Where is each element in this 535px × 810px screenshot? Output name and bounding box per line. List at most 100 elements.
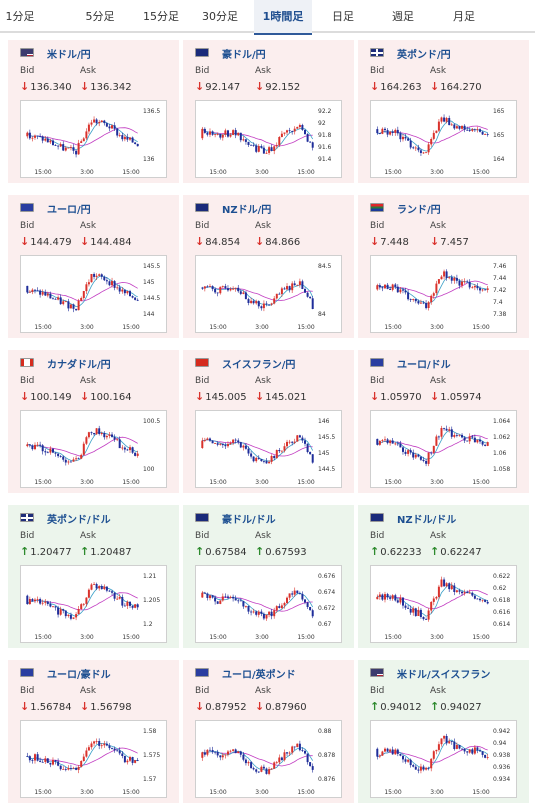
- candle-body: [62, 144, 65, 151]
- mini-chart[interactable]: 0.88 0.878 0.876 15:00 3:00 15:00: [195, 720, 342, 798]
- candle-body: [31, 599, 34, 602]
- candle-body: [275, 606, 278, 611]
- mini-chart[interactable]: 1.21 1.205 1.2 15:00 3:00 15:00: [20, 565, 167, 643]
- pair-name-link[interactable]: ユーロ/ドル: [397, 360, 451, 371]
- candle-body: [427, 767, 430, 769]
- pair-name-link[interactable]: カナダドル/円: [47, 360, 111, 371]
- ask-value: ↑0.67593: [255, 545, 307, 558]
- tab-5[interactable]: 日足: [332, 10, 354, 23]
- mini-chart[interactable]: 7.46 7.44 7.42 7.4 7.38 15:00 3:00 15:00: [370, 255, 517, 333]
- mini-chart[interactable]: 165 165 164 15:00 3:00 15:00: [370, 100, 517, 178]
- candle-body: [95, 119, 98, 124]
- currency-card[interactable]: NZドル/円 Bid Ask ↓84.854 ↓84.866 84.5 84 15:00 3:0…: [183, 195, 354, 338]
- currency-card[interactable]: スイスフラン/円 Bid Ask ↓145.005 ↓145.021 146 145.5 14…: [183, 350, 354, 493]
- pair-name-link[interactable]: NZドル/円: [222, 205, 272, 216]
- tab-1[interactable]: 5分足: [85, 10, 115, 23]
- mini-chart[interactable]: 1.58 1.575 1.57 15:00 3:00 15:00: [20, 720, 167, 798]
- pair-name-link[interactable]: ユーロ/円: [47, 205, 91, 216]
- candle-body: [484, 599, 487, 602]
- candle-body: [211, 131, 214, 135]
- candle-body: [69, 768, 72, 769]
- candle-body: [105, 586, 108, 591]
- candle-body: [437, 744, 440, 750]
- y-tick-label: 7.42: [493, 287, 507, 294]
- bid-label: Bid: [370, 221, 385, 231]
- arrow-down-icon: ↓: [80, 700, 90, 713]
- x-tick-label: 15:00: [34, 789, 51, 796]
- candlestick-chart: 1.58 1.575 1.57 15:00 3:00 15:00: [26, 728, 160, 796]
- candle-body: [77, 609, 80, 615]
- candle-body: [427, 610, 430, 620]
- currency-card[interactable]: 米ドル/スイスフラン Bid Ask ↑0.94012 ↑0.94027 0.942 0.9…: [358, 660, 529, 803]
- mini-chart[interactable]: 0.942 0.94 0.938 0.936 0.934 15:00 3:00 15:00: [370, 720, 517, 798]
- candle-body: [136, 604, 139, 608]
- candle-body: [121, 289, 124, 292]
- candle-body: [211, 440, 214, 444]
- candle-body: [409, 140, 412, 148]
- currency-card[interactable]: 英ポンド/円 Bid Ask ↓164.263 ↓164.270 165 165 164 15:…: [358, 40, 529, 183]
- mini-chart[interactable]: 136.5 136 15:00 3:00 15:00: [20, 100, 167, 178]
- pair-name-link[interactable]: ランド/円: [397, 205, 441, 216]
- candle-body: [471, 749, 474, 754]
- candle-body: [301, 437, 304, 441]
- x-tick-label: 15:00: [122, 789, 139, 796]
- mini-chart[interactable]: 145.5 145 144.5 144 15:00 3:00 15:00: [20, 255, 167, 333]
- pair-name-link[interactable]: 豪ドル/円: [222, 50, 266, 61]
- candle-body: [283, 288, 286, 290]
- y-tick-label: 1.21: [143, 573, 157, 580]
- currency-card[interactable]: ユーロ/豪ドル Bid Ask ↓1.56784 ↓1.56798 1.58 1.575 1.…: [8, 660, 179, 803]
- candle-body: [445, 271, 448, 278]
- currency-card[interactable]: 豪ドル/円 Bid Ask ↓92.147 ↓92.152 92.2 92 91.8 91.6 9…: [183, 40, 354, 183]
- eu-flag-icon: [195, 668, 209, 677]
- tab-6[interactable]: 週足: [392, 10, 414, 23]
- tab-3[interactable]: 30分足: [202, 10, 238, 23]
- candle-body: [87, 282, 90, 285]
- tab-2[interactable]: 15分足: [143, 10, 179, 23]
- pair-name-link[interactable]: ユーロ/英ポンド: [222, 670, 296, 681]
- currency-card[interactable]: ユーロ/英ポンド Bid Ask ↓0.87952 ↓0.87960 0.88 0.878 0…: [183, 660, 354, 803]
- currency-card[interactable]: 米ドル/円 Bid Ask ↓136.340 ↓136.342 136.5 136 15:00…: [8, 40, 179, 183]
- tab-0[interactable]: 1分足: [5, 10, 35, 23]
- candle-body: [468, 130, 471, 131]
- candle-body: [463, 749, 466, 752]
- candle-body: [129, 291, 131, 297]
- mini-chart[interactable]: 0.676 0.674 0.672 0.67 15:00 3:00 15:00: [195, 565, 342, 643]
- currency-card[interactable]: 英ポンド/ドル Bid Ask ↑1.20477 ↑1.20487 1.21 1.205 1.…: [8, 505, 179, 648]
- currency-card[interactable]: NZドル/ドル Bid Ask ↑0.62233 ↑0.62247 0.622 0.62 0.…: [358, 505, 529, 648]
- pair-name-link[interactable]: NZドル/ドル: [397, 515, 457, 526]
- candle-body: [69, 461, 72, 463]
- candle-body: [445, 118, 448, 122]
- bid-value: ↑1.20477: [20, 545, 72, 558]
- candle-body: [206, 132, 209, 135]
- pair-name-link[interactable]: スイスフラン/円: [222, 360, 296, 371]
- moving-average-short: [27, 275, 138, 308]
- pair-name-link[interactable]: 豪ドル/ドル: [222, 515, 276, 526]
- currency-card[interactable]: ユーロ/ドル Bid Ask ↓1.05970 ↓1.05974 1.064 1.062 1.…: [358, 350, 529, 493]
- pair-name-link[interactable]: 米ドル/スイスフラン: [397, 670, 491, 681]
- candle-body: [386, 130, 389, 135]
- candle-body: [85, 597, 88, 604]
- candle-body: [396, 129, 399, 134]
- currency-card[interactable]: 豪ドル/ドル Bid Ask ↑0.67584 ↑0.67593 0.676 0.674 0.…: [183, 505, 354, 648]
- currency-card[interactable]: カナダドル/円 Bid Ask ↓100.149 ↓100.164 100.5 100 15:…: [8, 350, 179, 493]
- pair-name-link[interactable]: 英ポンド/ドル: [47, 515, 111, 526]
- pair-name-link[interactable]: 英ポンド/円: [397, 50, 451, 61]
- candle-body: [82, 443, 85, 455]
- candle-body: [34, 135, 36, 138]
- tab-7[interactable]: 月足: [453, 10, 475, 23]
- mini-chart[interactable]: 146 145.5 145 144.5 15:00 3:00 15:00: [195, 410, 342, 488]
- candle-body: [221, 443, 224, 446]
- mini-chart[interactable]: 1.064 1.062 1.06 1.058 15:00 3:00 15:00: [370, 410, 517, 488]
- pair-name-link[interactable]: ユーロ/豪ドル: [47, 670, 111, 681]
- mini-chart[interactable]: 100.5 100 15:00 3:00 15:00: [20, 410, 167, 488]
- mini-chart[interactable]: 84.5 84 15:00 3:00 15:00: [195, 255, 342, 333]
- tab-4[interactable]: 1時間足: [254, 0, 312, 35]
- candle-body: [36, 754, 39, 761]
- pair-name-link[interactable]: 米ドル/円: [47, 50, 91, 61]
- arrow-down-icon: ↓: [255, 700, 265, 713]
- currency-card[interactable]: ユーロ/円 Bid Ask ↓144.479 ↓144.484 145.5 145 144.5…: [8, 195, 179, 338]
- mini-chart[interactable]: 0.622 0.62 0.618 0.616 0.614 15:00 3:00 15:00: [370, 565, 517, 643]
- mini-chart[interactable]: 92.2 92 91.8 91.6 91.4 15:00 3:00 15:00: [195, 100, 342, 178]
- candle-body: [407, 607, 410, 609]
- currency-card[interactable]: ランド/円 Bid Ask ↓7.448 ↓7.457 7.46 7.44 7.42 7.4 7.…: [358, 195, 529, 338]
